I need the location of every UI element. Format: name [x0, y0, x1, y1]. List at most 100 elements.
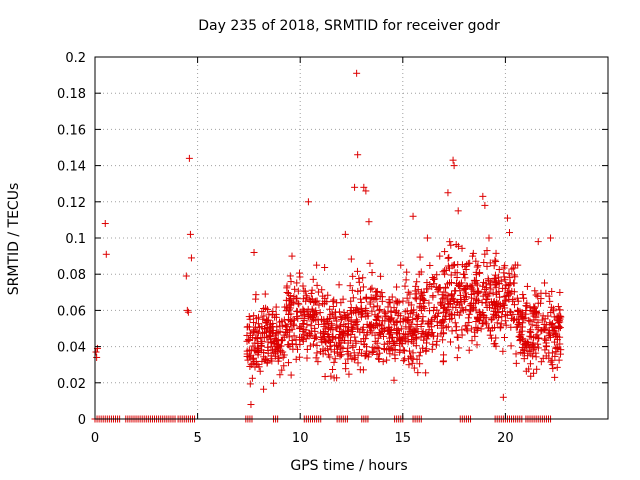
- data-point: [387, 308, 395, 316]
- data-point: [556, 324, 564, 332]
- data-point: [491, 281, 499, 289]
- data-point: [446, 238, 454, 246]
- x-tick-label: 0: [91, 431, 99, 446]
- data-point: [444, 323, 452, 331]
- data-point: [369, 347, 377, 355]
- data-point: [522, 306, 530, 314]
- data-point: [393, 330, 401, 338]
- data-point: [555, 325, 563, 332]
- data-point: [317, 336, 325, 344]
- data-point: [534, 344, 542, 352]
- data-point: [386, 299, 394, 307]
- data-point: [373, 287, 381, 295]
- data-point: [327, 338, 335, 346]
- data-point: [409, 330, 417, 338]
- y-axis-label: SRMTID / TECUs: [6, 183, 22, 296]
- data-point: [473, 263, 481, 271]
- data-point: [442, 283, 450, 291]
- data-point: [250, 312, 258, 320]
- data-point: [519, 319, 527, 327]
- data-point: [423, 335, 431, 343]
- data-point: [340, 308, 348, 316]
- data-points: [91, 69, 565, 423]
- data-point: [513, 294, 521, 302]
- data-point: [250, 319, 258, 327]
- data-point: [486, 259, 494, 267]
- data-point: [457, 308, 465, 316]
- data-point: [415, 352, 423, 360]
- data-point: [549, 365, 557, 373]
- data-point: [416, 360, 424, 368]
- data-point: [396, 312, 404, 320]
- data-point: [444, 262, 452, 270]
- data-point: [408, 359, 416, 367]
- data-point: [283, 282, 291, 290]
- data-point: [371, 295, 379, 303]
- data-point: [293, 345, 301, 353]
- data-point: [385, 317, 393, 325]
- data-point: [358, 326, 366, 334]
- data-point: [444, 300, 452, 308]
- data-point: [346, 282, 354, 290]
- data-point: [325, 323, 333, 331]
- data-point: [315, 301, 323, 309]
- data-point: [455, 344, 463, 352]
- data-point: [477, 325, 485, 333]
- data-point: [492, 249, 500, 257]
- data-point: [331, 341, 339, 349]
- data-point: [491, 301, 499, 309]
- data-point: [247, 346, 255, 354]
- data-point: [506, 290, 514, 298]
- y-tick-label: 0.06: [57, 304, 86, 319]
- data-point: [339, 345, 347, 353]
- data-point: [523, 282, 531, 290]
- data-point: [374, 322, 382, 330]
- data-point: [518, 327, 526, 335]
- data-point: [246, 380, 254, 388]
- data-point: [437, 330, 445, 338]
- data-point: [520, 346, 528, 354]
- data-point: [430, 306, 438, 314]
- data-point: [456, 287, 464, 295]
- data-point: [367, 285, 375, 293]
- data-point: [359, 283, 367, 291]
- data-point: [351, 319, 359, 327]
- data-point: [324, 345, 332, 353]
- data-point: [502, 281, 510, 289]
- data-point: [249, 342, 257, 350]
- data-point: [286, 316, 294, 324]
- data-point: [308, 295, 316, 303]
- data-point: [424, 319, 432, 327]
- data-point: [507, 342, 515, 350]
- data-point: [440, 288, 448, 296]
- data-point: [532, 349, 540, 357]
- data-point: [245, 336, 253, 344]
- y-tick-label: 0.12: [57, 196, 86, 211]
- data-point: [490, 262, 498, 270]
- data-point: [469, 252, 477, 260]
- data-point: [439, 336, 447, 344]
- data-point: [381, 312, 389, 320]
- data-point: [368, 284, 376, 292]
- data-point: [467, 283, 475, 291]
- data-point: [450, 162, 458, 170]
- data-point: [316, 309, 324, 317]
- data-point: [468, 337, 476, 345]
- data-point: [389, 346, 397, 354]
- data-point: [299, 335, 307, 343]
- data-point: [506, 280, 514, 288]
- data-point: [286, 343, 294, 351]
- data-point: [337, 321, 345, 329]
- data-point: [254, 329, 262, 337]
- data-point: [303, 320, 311, 328]
- data-point: [349, 343, 357, 351]
- data-point: [530, 369, 538, 377]
- data-point: [304, 198, 312, 206]
- data-point: [551, 373, 559, 381]
- data-point: [500, 264, 508, 272]
- data-point: [354, 151, 362, 159]
- data-point: [411, 287, 419, 295]
- data-point: [441, 308, 449, 316]
- data-point: [259, 315, 267, 323]
- data-point: [532, 322, 540, 330]
